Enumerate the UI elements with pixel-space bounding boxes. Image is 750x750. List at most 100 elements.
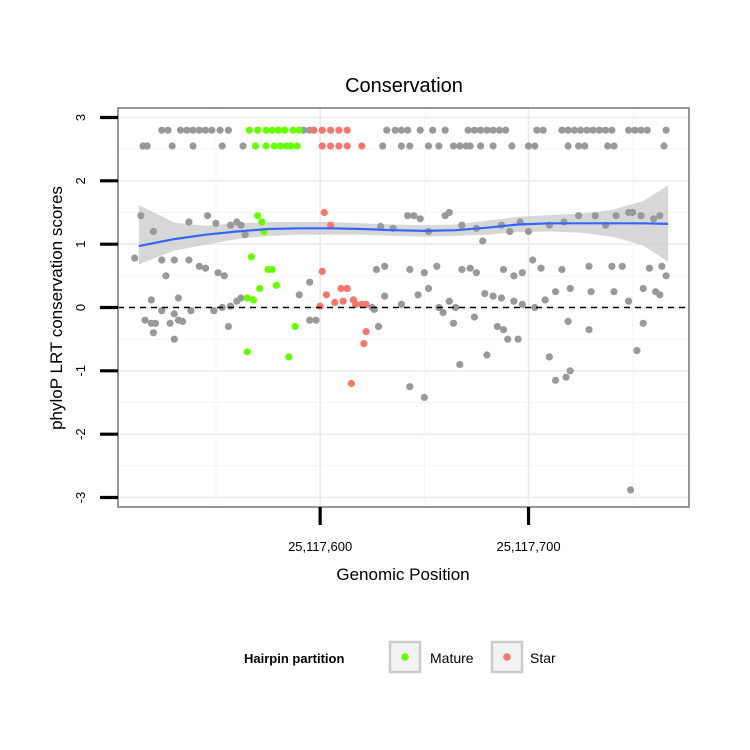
point-other	[406, 383, 414, 391]
point-other	[441, 126, 449, 134]
legend-label-star: Star	[530, 650, 556, 666]
point-other	[449, 142, 458, 150]
point-star	[339, 297, 347, 305]
point-other	[602, 126, 610, 134]
point-other	[397, 126, 405, 134]
point-other	[147, 296, 155, 304]
point-other	[589, 126, 597, 134]
point-other	[414, 291, 422, 299]
point-other	[477, 126, 485, 134]
point-other	[183, 126, 191, 134]
point-other	[377, 222, 385, 230]
point-mature	[243, 348, 251, 356]
point-other	[226, 302, 235, 310]
point-other	[504, 335, 512, 343]
point-star	[318, 142, 326, 150]
point-mature	[293, 142, 301, 150]
point-other	[518, 300, 526, 308]
point-star	[347, 379, 355, 388]
point-other	[404, 126, 412, 134]
point-mature	[268, 265, 276, 274]
point-other	[149, 227, 157, 236]
point-other	[502, 126, 510, 134]
point-other	[566, 284, 574, 293]
point-other	[137, 212, 145, 220]
point-mature	[254, 212, 262, 220]
point-other	[489, 142, 497, 150]
chart-title: Conservation	[345, 75, 463, 97]
point-other	[637, 126, 645, 134]
point-other	[558, 126, 566, 134]
point-other	[210, 307, 218, 315]
point-other	[518, 269, 526, 277]
point-other	[166, 319, 174, 327]
point-other	[510, 272, 518, 280]
point-mature	[262, 126, 270, 134]
y-tick-label: 0	[73, 304, 88, 311]
point-mature	[272, 281, 280, 289]
point-mature	[245, 126, 253, 134]
point-other	[420, 393, 428, 401]
x-tick-label: 25,117,700	[496, 539, 560, 554]
point-other	[656, 212, 664, 220]
point-other	[374, 322, 383, 331]
point-other	[208, 126, 216, 134]
point-mature	[243, 294, 251, 302]
point-other	[241, 231, 249, 239]
point-other	[435, 142, 443, 150]
point-other	[610, 142, 618, 150]
point-other	[397, 142, 405, 150]
point-other	[610, 288, 618, 296]
point-star	[358, 142, 366, 150]
legend-item-mature: Mature	[388, 640, 474, 674]
point-other	[612, 212, 620, 220]
point-other	[539, 126, 547, 134]
point-other	[483, 126, 491, 134]
point-mature	[291, 322, 299, 331]
point-star	[327, 142, 335, 150]
point-star	[327, 126, 335, 134]
point-other	[510, 297, 518, 305]
point-other	[224, 322, 232, 331]
point-star	[310, 126, 318, 134]
point-mature	[262, 142, 270, 150]
point-other	[639, 319, 647, 327]
point-other	[493, 322, 501, 331]
smooth-line	[138, 222, 669, 248]
point-other	[381, 292, 389, 300]
point-other	[470, 126, 478, 134]
point-star	[316, 302, 324, 310]
point-other	[514, 335, 522, 343]
point-other	[201, 264, 210, 272]
point-other	[577, 126, 585, 134]
point-other	[179, 317, 187, 325]
point-other	[170, 256, 178, 264]
point-other	[189, 126, 197, 134]
point-other	[537, 264, 545, 272]
point-other	[489, 126, 497, 134]
point-other	[524, 142, 533, 150]
point-other	[643, 126, 651, 134]
point-mature	[276, 142, 285, 150]
legend-marker-star	[503, 653, 511, 661]
point-other	[424, 142, 433, 150]
point-other	[379, 142, 387, 150]
point-other	[483, 351, 491, 359]
point-other	[662, 126, 670, 134]
point-other	[466, 264, 474, 272]
point-other	[585, 326, 593, 334]
point-other	[470, 313, 478, 321]
point-other	[237, 221, 245, 229]
point-mature	[274, 126, 283, 134]
point-other	[224, 126, 232, 134]
point-other	[195, 126, 203, 134]
point-other	[449, 319, 458, 327]
point-other	[372, 265, 380, 274]
point-other	[558, 265, 566, 274]
legend-item-star: Star	[490, 640, 556, 674]
confidence-band-layer	[138, 185, 669, 265]
point-other	[131, 254, 139, 262]
point-other	[658, 262, 666, 270]
x-axis: 25,117,600 25,117,700	[288, 507, 561, 554]
